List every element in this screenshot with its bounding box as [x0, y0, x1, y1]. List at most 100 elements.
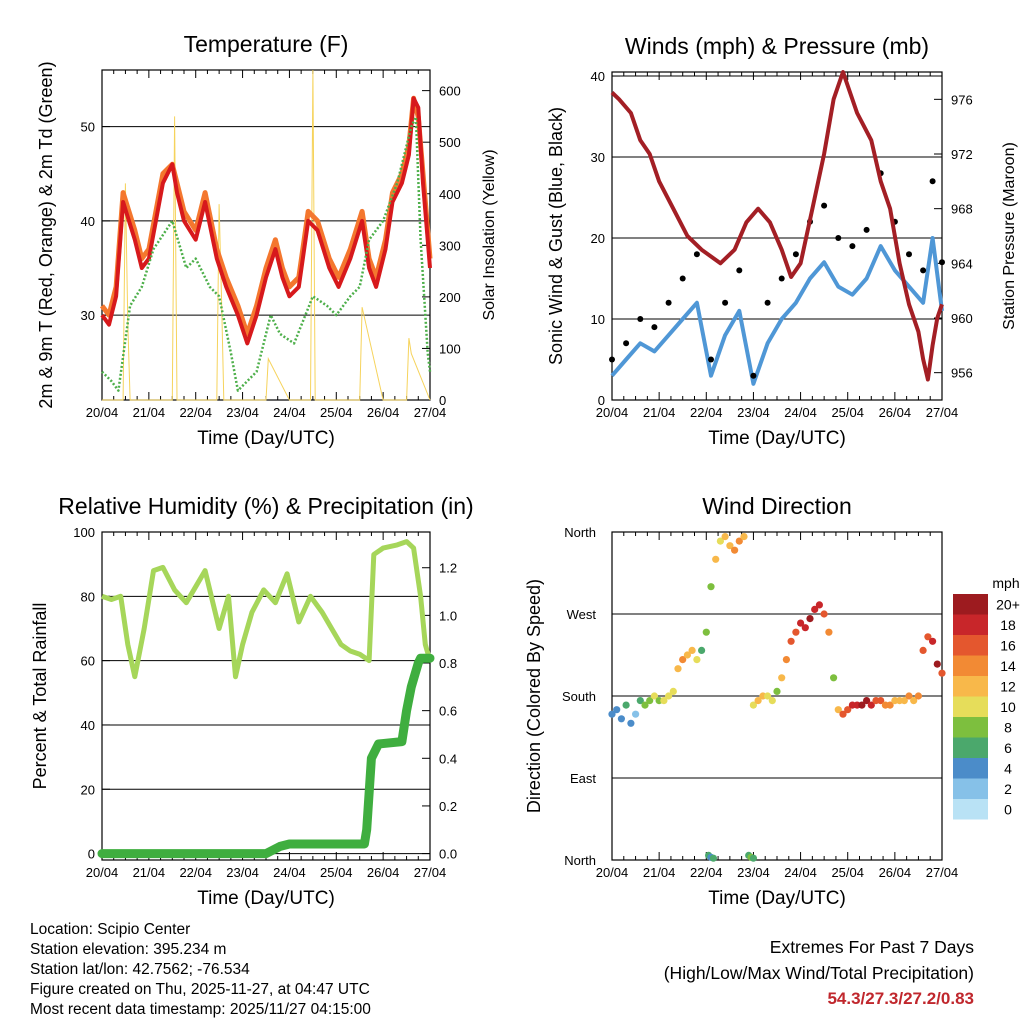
- gust-point: [736, 267, 743, 274]
- wind-direction-point: [806, 615, 814, 623]
- colorbar-label: 10: [1000, 699, 1016, 715]
- gust-point: [609, 356, 615, 363]
- x-tick-label: 25/04: [320, 865, 353, 880]
- wind-direction-point: [900, 697, 908, 705]
- wind-direction-point: [834, 706, 842, 714]
- wind-direction-point: [716, 537, 725, 545]
- panel-3: Relative Humidity (%) & Precipitation (i…: [30, 493, 474, 909]
- colorbar-label: 16: [1000, 637, 1016, 653]
- y-tick-label: South: [562, 689, 596, 704]
- wind-direction-point: [735, 537, 743, 545]
- wind-direction-point: [820, 610, 828, 618]
- x-tick-label: 24/04: [784, 405, 817, 420]
- x-tick-label: 20/04: [596, 405, 629, 420]
- wind-direction-point: [721, 533, 729, 541]
- wind-direction-point: [782, 656, 791, 664]
- colorbar-label: 12: [1000, 678, 1016, 694]
- x-tick-label: 22/04: [690, 405, 723, 420]
- x-tick-label: 27/04: [414, 865, 447, 880]
- wind-direction-point: [768, 697, 776, 705]
- colorbar-unit: mph: [992, 575, 1019, 591]
- x-tick-label: 20/04: [86, 405, 119, 420]
- y-tick-label: 10: [591, 312, 605, 327]
- wind-direction-point: [929, 637, 937, 645]
- wind-direction-point: [632, 710, 640, 718]
- y2-tick-label: 300: [439, 238, 461, 253]
- colorbar-swatch: [953, 635, 988, 656]
- extremes-box: Extremes For Past 7 Days (High/Low/Max W…: [664, 934, 974, 1012]
- wind-direction-point: [792, 628, 800, 636]
- colorbar-label: 8: [1004, 719, 1012, 735]
- wind-direction-point: [815, 601, 824, 609]
- x-tick-label: 23/04: [226, 865, 259, 880]
- y-tick-label: East: [570, 771, 596, 786]
- colorbar-label: 18: [1000, 617, 1016, 633]
- gust-point: [708, 356, 714, 363]
- gust-point: [693, 251, 700, 258]
- gust-point: [849, 243, 856, 250]
- y-axis-label: 2m & 9m T (Red, Orange) & 2m Td (Green): [36, 61, 56, 408]
- x-tick-label: 27/04: [926, 405, 959, 420]
- x-tick-label: 24/04: [784, 865, 817, 880]
- x-tick-label: 21/04: [643, 865, 676, 880]
- y-tick-label: 40: [591, 69, 605, 84]
- wind-direction-point: [688, 646, 696, 655]
- station-location: Location: Scipio Center: [30, 921, 191, 938]
- x-tick-label: 26/04: [879, 865, 912, 880]
- y2-tick-label: 0: [439, 393, 446, 408]
- x-tick-label: 25/04: [831, 865, 864, 880]
- x-tick-label: 21/04: [133, 405, 166, 420]
- wind-direction-point: [877, 697, 885, 705]
- series-9m-temperature: [99, 95, 433, 337]
- station-elevation: Station elevation: 395.234 m: [30, 941, 227, 958]
- gust-point: [821, 202, 828, 209]
- gust-point: [939, 259, 945, 266]
- y2-tick-label: 964: [951, 256, 973, 271]
- x-tick-label: 21/04: [133, 865, 166, 880]
- wind-direction-point: [801, 624, 809, 632]
- gust-point: [637, 316, 644, 322]
- y2-tick-label: 1.2: [439, 561, 457, 576]
- y-tick-label: 60: [81, 654, 95, 669]
- wind-direction-point: [683, 651, 692, 659]
- colorbar-swatch: [953, 696, 988, 717]
- gust-point: [665, 299, 672, 306]
- wind-direction-point: [749, 701, 758, 709]
- wind-direction-point: [674, 665, 682, 673]
- x-tick-label: 22/04: [179, 865, 212, 880]
- wind-direction-point: [764, 692, 772, 700]
- x-tick-label: 20/04: [86, 865, 119, 880]
- y-tick-label: 40: [81, 718, 95, 733]
- x-tick-label: 23/04: [737, 865, 770, 880]
- gust-point: [750, 372, 757, 379]
- y-tick-label: 20: [591, 231, 605, 246]
- wind-direction-point: [627, 719, 635, 727]
- wind-direction-point: [740, 533, 748, 541]
- gust-point: [778, 275, 785, 282]
- y-tick-label: North: [564, 525, 596, 540]
- colorbar-label: 14: [1000, 658, 1016, 674]
- wind-direction-point: [787, 637, 795, 645]
- wind-direction-point: [933, 660, 941, 668]
- wind-direction-point: [726, 542, 734, 550]
- wind-direction-point: [665, 692, 673, 700]
- wind-direction-point: [613, 706, 621, 714]
- recent-timestamp: Most recent data timestamp: 2025/11/27 0…: [30, 1001, 371, 1018]
- wind-direction-point: [905, 692, 913, 700]
- wind-direction-point: [924, 633, 932, 641]
- gust-point: [863, 226, 870, 233]
- gust-point: [722, 299, 729, 306]
- chart-title: Relative Humidity (%) & Precipitation (i…: [58, 493, 473, 519]
- wind-direction-point: [811, 605, 819, 614]
- gust-point: [920, 267, 927, 274]
- y-axis-label: Percent & Total Rainfall: [30, 603, 50, 790]
- x-tick-label: 26/04: [879, 405, 912, 420]
- series-solar-insolation: [102, 69, 431, 401]
- colorbar-label: 0: [1004, 801, 1012, 817]
- panel-2: Winds (mph) & Pressure (mb) 20/04 21/04 22/…: [546, 33, 1018, 449]
- y-tick-label: 20: [81, 782, 95, 797]
- y2-tick-label: 1.0: [439, 608, 457, 623]
- wind-direction-point: [749, 854, 758, 862]
- wind-direction-point: [650, 692, 659, 700]
